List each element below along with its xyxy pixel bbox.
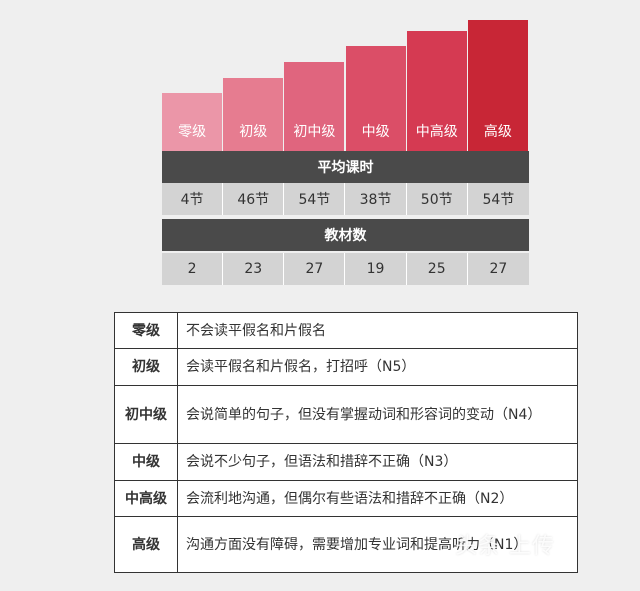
level-name: 高级 — [114, 516, 178, 573]
level-bar-label: 中高级 — [415, 124, 458, 140]
textbook-count-cell: 27 — [489, 261, 508, 277]
level-description: 会流利地沟通，但偶尔有些语法和措辞不正确（N2） — [177, 480, 578, 517]
level-name: 初级 — [114, 348, 178, 386]
level-bar: 中级 — [345, 46, 406, 151]
level-name: 初中级 — [114, 385, 178, 444]
table-row: 初中级 会说简单的句子，但没有掌握动词和形容词的变动（N4） — [114, 385, 578, 444]
table-row: 中高级 会流利地沟通，但偶尔有些语法和措辞不正确（N2） — [114, 480, 578, 517]
avg-hours-row: 4节 46节 54节 38节 50节 54节 — [162, 183, 529, 215]
avg-hours-cell: 50节 — [407, 183, 468, 215]
textbook-count-cell: 27 — [284, 253, 346, 285]
table-row: 零级 不会读平假名和片假名 — [114, 312, 578, 349]
level-name: 中级 — [114, 443, 178, 481]
level-bar-label: 初中级 — [293, 124, 336, 140]
level-bar-label: 中级 — [361, 124, 390, 140]
avg-hours-header: 平均课时 — [162, 151, 529, 183]
level-name: 零级 — [114, 312, 178, 349]
table-row: 高级 沟通方面没有障碍，需要增加专业词和提高听力（N1） — [114, 516, 578, 573]
textbook-count-cell: 25 — [407, 253, 468, 285]
level-description: 沟通方面没有障碍，需要增加专业词和提高听力（N1） — [177, 516, 578, 573]
table-row: 中级 会说不少句子，但语法和措辞不正确（N3） — [114, 443, 578, 481]
textbook-count-cell: 19 — [345, 253, 407, 285]
level-description: 会读平假名和片假名，打招呼（N5） — [177, 348, 578, 386]
textbook-count-header: 教材数 — [162, 219, 529, 251]
level-steps: 零级 初级 初中级 中级 中高级 高级 — [162, 20, 529, 151]
textbook-count-cell: 23 — [223, 253, 285, 285]
level-name: 中高级 — [114, 480, 178, 517]
level-bar: 初级 — [223, 78, 284, 151]
textbook-count-row: 2 23 27 19 25 27 — [162, 253, 529, 285]
avg-hours-cell: 54节 — [284, 183, 346, 215]
level-description: 不会读平假名和片假名 — [177, 312, 578, 349]
level-description: 会说简单的句子，但没有掌握动词和形容词的变动（N4） — [177, 385, 578, 444]
table-row: 初级 会读平假名和片假名，打招呼（N5） — [114, 348, 578, 386]
level-bar: 初中级 — [284, 62, 345, 151]
level-bar: 高级 — [467, 20, 528, 151]
level-bar: 中高级 — [406, 31, 467, 151]
level-description-table: 零级 不会读平假名和片假名 初级 会读平假名和片假名，打招呼（N5） 初中级 会说简单的句… — [114, 312, 578, 573]
level-chart: 零级 初级 初中级 中级 中高级 高级 平均课时 4节 46节 54节 38节 50节 54节 教材… — [162, 20, 529, 286]
level-bar-label: 初级 — [239, 124, 268, 140]
avg-hours-cell: 4节 — [162, 183, 224, 215]
avg-hours-cell: 46节 — [223, 183, 285, 215]
avg-hours-cell: 38节 — [345, 183, 407, 215]
level-description: 会说不少句子，但语法和措辞不正确（N3） — [177, 443, 578, 481]
level-bar-label: 高级 — [483, 124, 512, 140]
level-bar: 零级 — [162, 93, 223, 151]
level-bar-label: 零级 — [178, 124, 207, 140]
textbook-count-cell: 2 — [162, 253, 224, 285]
avg-hours-cell: 54节 — [482, 192, 515, 208]
